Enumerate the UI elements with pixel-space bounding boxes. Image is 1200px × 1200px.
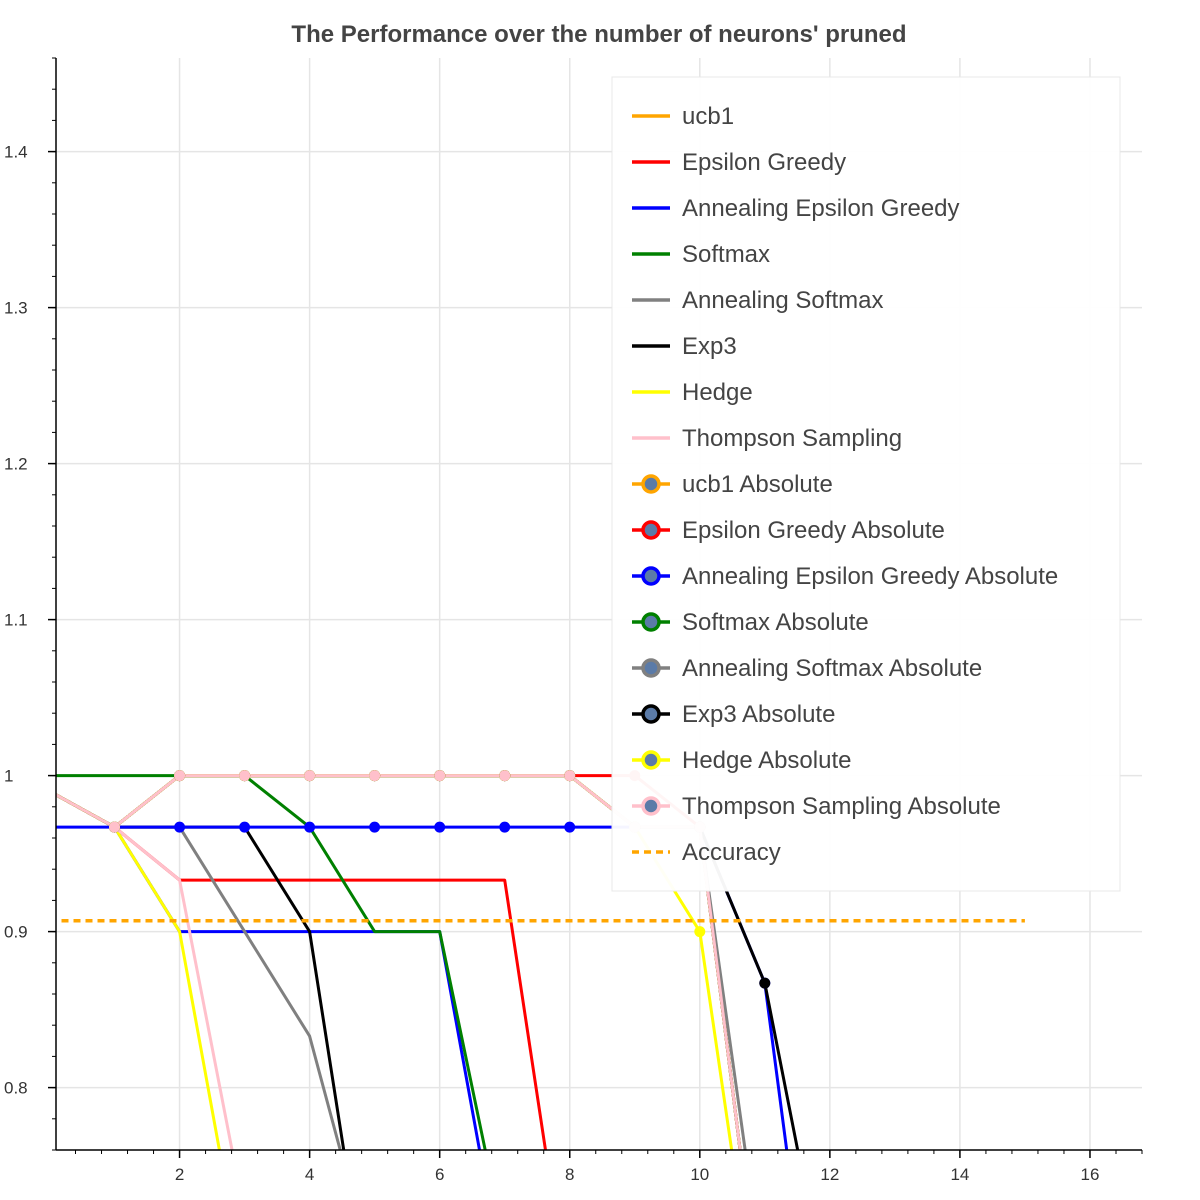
- legend-label: Epsilon Greedy: [682, 149, 846, 176]
- legend-label: Hedge Absolute: [682, 747, 851, 774]
- series-line-softmax: [56, 774, 487, 1150]
- y-tick-label: 0.8: [4, 1079, 28, 1098]
- legend-label: Softmax: [682, 241, 770, 268]
- legend-label: Thompson Sampling: [682, 425, 902, 452]
- series-point-thompson-sampling-absolute: [499, 770, 511, 782]
- legend-label: Softmax Absolute: [682, 609, 869, 636]
- series-point-annealing-epsilon-greedy-absolute: [564, 821, 576, 833]
- series-point-thompson-sampling-absolute: [174, 770, 186, 782]
- legend-marker: [641, 474, 661, 494]
- y-tick-label: 1.3: [4, 299, 28, 318]
- series-point-annealing-epsilon-greedy-absolute: [369, 821, 381, 833]
- series-point-annealing-epsilon-greedy-absolute: [434, 821, 446, 833]
- legend-marker: [641, 796, 661, 816]
- series-point-annealing-epsilon-greedy-absolute: [304, 821, 316, 833]
- x-tick-label: 6: [435, 1165, 444, 1184]
- legend-marker: [641, 658, 661, 678]
- series-point-thompson-sampling-absolute: [564, 770, 576, 782]
- legend-item-thompson-sampling[interactable]: Thompson Sampling: [632, 425, 902, 452]
- y-tick-label: 1.1: [4, 611, 28, 630]
- y-tick-label: 1.4: [4, 143, 28, 162]
- legend-marker: [641, 566, 661, 586]
- legend-label: Exp3 Absolute: [682, 701, 835, 728]
- legend-item-exp3-absolute[interactable]: Exp3 Absolute: [632, 701, 835, 728]
- legend-marker: [641, 612, 661, 632]
- legend-item-ucb1[interactable]: ucb1: [632, 103, 734, 130]
- x-tick-label: 12: [820, 1165, 839, 1184]
- legend-item-exp3[interactable]: Exp3: [632, 333, 737, 360]
- legend-label: Annealing Epsilon Greedy: [682, 195, 960, 222]
- series-point-thompson-sampling-absolute: [304, 770, 316, 782]
- series-point-annealing-epsilon-greedy-absolute: [174, 821, 186, 833]
- legend-label: Annealing Epsilon Greedy Absolute: [682, 563, 1058, 590]
- legend-item-annealing-softmax-absolute[interactable]: Annealing Softmax Absolute: [632, 655, 982, 682]
- x-tick-label: 10: [690, 1165, 709, 1184]
- legend-item-annealing-softmax[interactable]: Annealing Softmax: [632, 287, 883, 314]
- legend-marker: [641, 750, 661, 770]
- legend-item-accuracy[interactable]: Accuracy: [632, 839, 781, 866]
- y-tick-label: 1.2: [4, 455, 28, 474]
- legend-item-hedge-absolute[interactable]: Hedge Absolute: [632, 747, 851, 774]
- legend-item-epsilon-greedy-absolute[interactable]: Epsilon Greedy Absolute: [632, 517, 945, 544]
- series-point-thompson-sampling-absolute: [369, 770, 381, 782]
- legend-label: ucb1: [682, 103, 734, 130]
- legend-item-thompson-sampling-absolute[interactable]: Thompson Sampling Absolute: [632, 793, 1001, 820]
- legend-label: Epsilon Greedy Absolute: [682, 517, 945, 544]
- y-tick-label: 1: [4, 767, 13, 786]
- legend-item-epsilon-greedy[interactable]: Epsilon Greedy: [632, 149, 846, 176]
- legend[interactable]: ucb1 Epsilon Greedy Annealing Epsilon Gree…: [611, 76, 1121, 892]
- legend-label: Annealing Softmax: [682, 287, 883, 314]
- series-point-thompson-sampling-absolute: [239, 770, 251, 782]
- legend-label: Exp3: [682, 333, 737, 360]
- legend-label: Hedge: [682, 379, 753, 406]
- chart-title: The Performance over the number of neuro…: [291, 21, 906, 48]
- y-tick-label: 0.9: [4, 923, 28, 942]
- legend-item-annealing-epsilon-greedy-absolute[interactable]: Annealing Epsilon Greedy Absolute: [632, 563, 1058, 590]
- axes: 2 4 6 8 10 12 14 16 0.8 0.9 1 1.1 1.2 1.3 1.4: [4, 57, 1143, 1184]
- series-point-thompson-sampling-absolute: [109, 821, 120, 833]
- series-point-thompson-sampling-absolute: [434, 770, 446, 782]
- x-tick-label: 8: [565, 1165, 574, 1184]
- legend-item-ucb1-absolute[interactable]: ucb1 Absolute: [632, 471, 833, 498]
- series-point-exp3-absolute: [759, 977, 771, 989]
- legend-item-softmax-absolute[interactable]: Softmax Absolute: [632, 609, 869, 636]
- legend-item-softmax[interactable]: Softmax: [632, 241, 770, 268]
- series-point-hedge-absolute: [694, 926, 706, 938]
- legend-box: [611, 76, 1121, 892]
- legend-label: Thompson Sampling Absolute: [682, 793, 1001, 820]
- legend-label: Annealing Softmax Absolute: [682, 655, 982, 682]
- series-point-annealing-epsilon-greedy-absolute: [499, 821, 511, 833]
- x-tick-label: 2: [175, 1165, 184, 1184]
- legend-marker: [641, 520, 661, 540]
- legend-marker: [641, 704, 661, 724]
- legend-label: ucb1 Absolute: [682, 471, 833, 498]
- legend-item-annealing-epsilon-greedy[interactable]: Annealing Epsilon Greedy: [632, 195, 960, 222]
- legend-item-hedge[interactable]: Hedge: [632, 379, 753, 406]
- legend-label: Accuracy: [682, 839, 781, 866]
- x-tick-label: 14: [950, 1165, 969, 1184]
- x-tick-label: 4: [305, 1165, 314, 1184]
- series-point-annealing-epsilon-greedy-absolute: [239, 821, 251, 833]
- x-tick-label: 16: [1081, 1165, 1100, 1184]
